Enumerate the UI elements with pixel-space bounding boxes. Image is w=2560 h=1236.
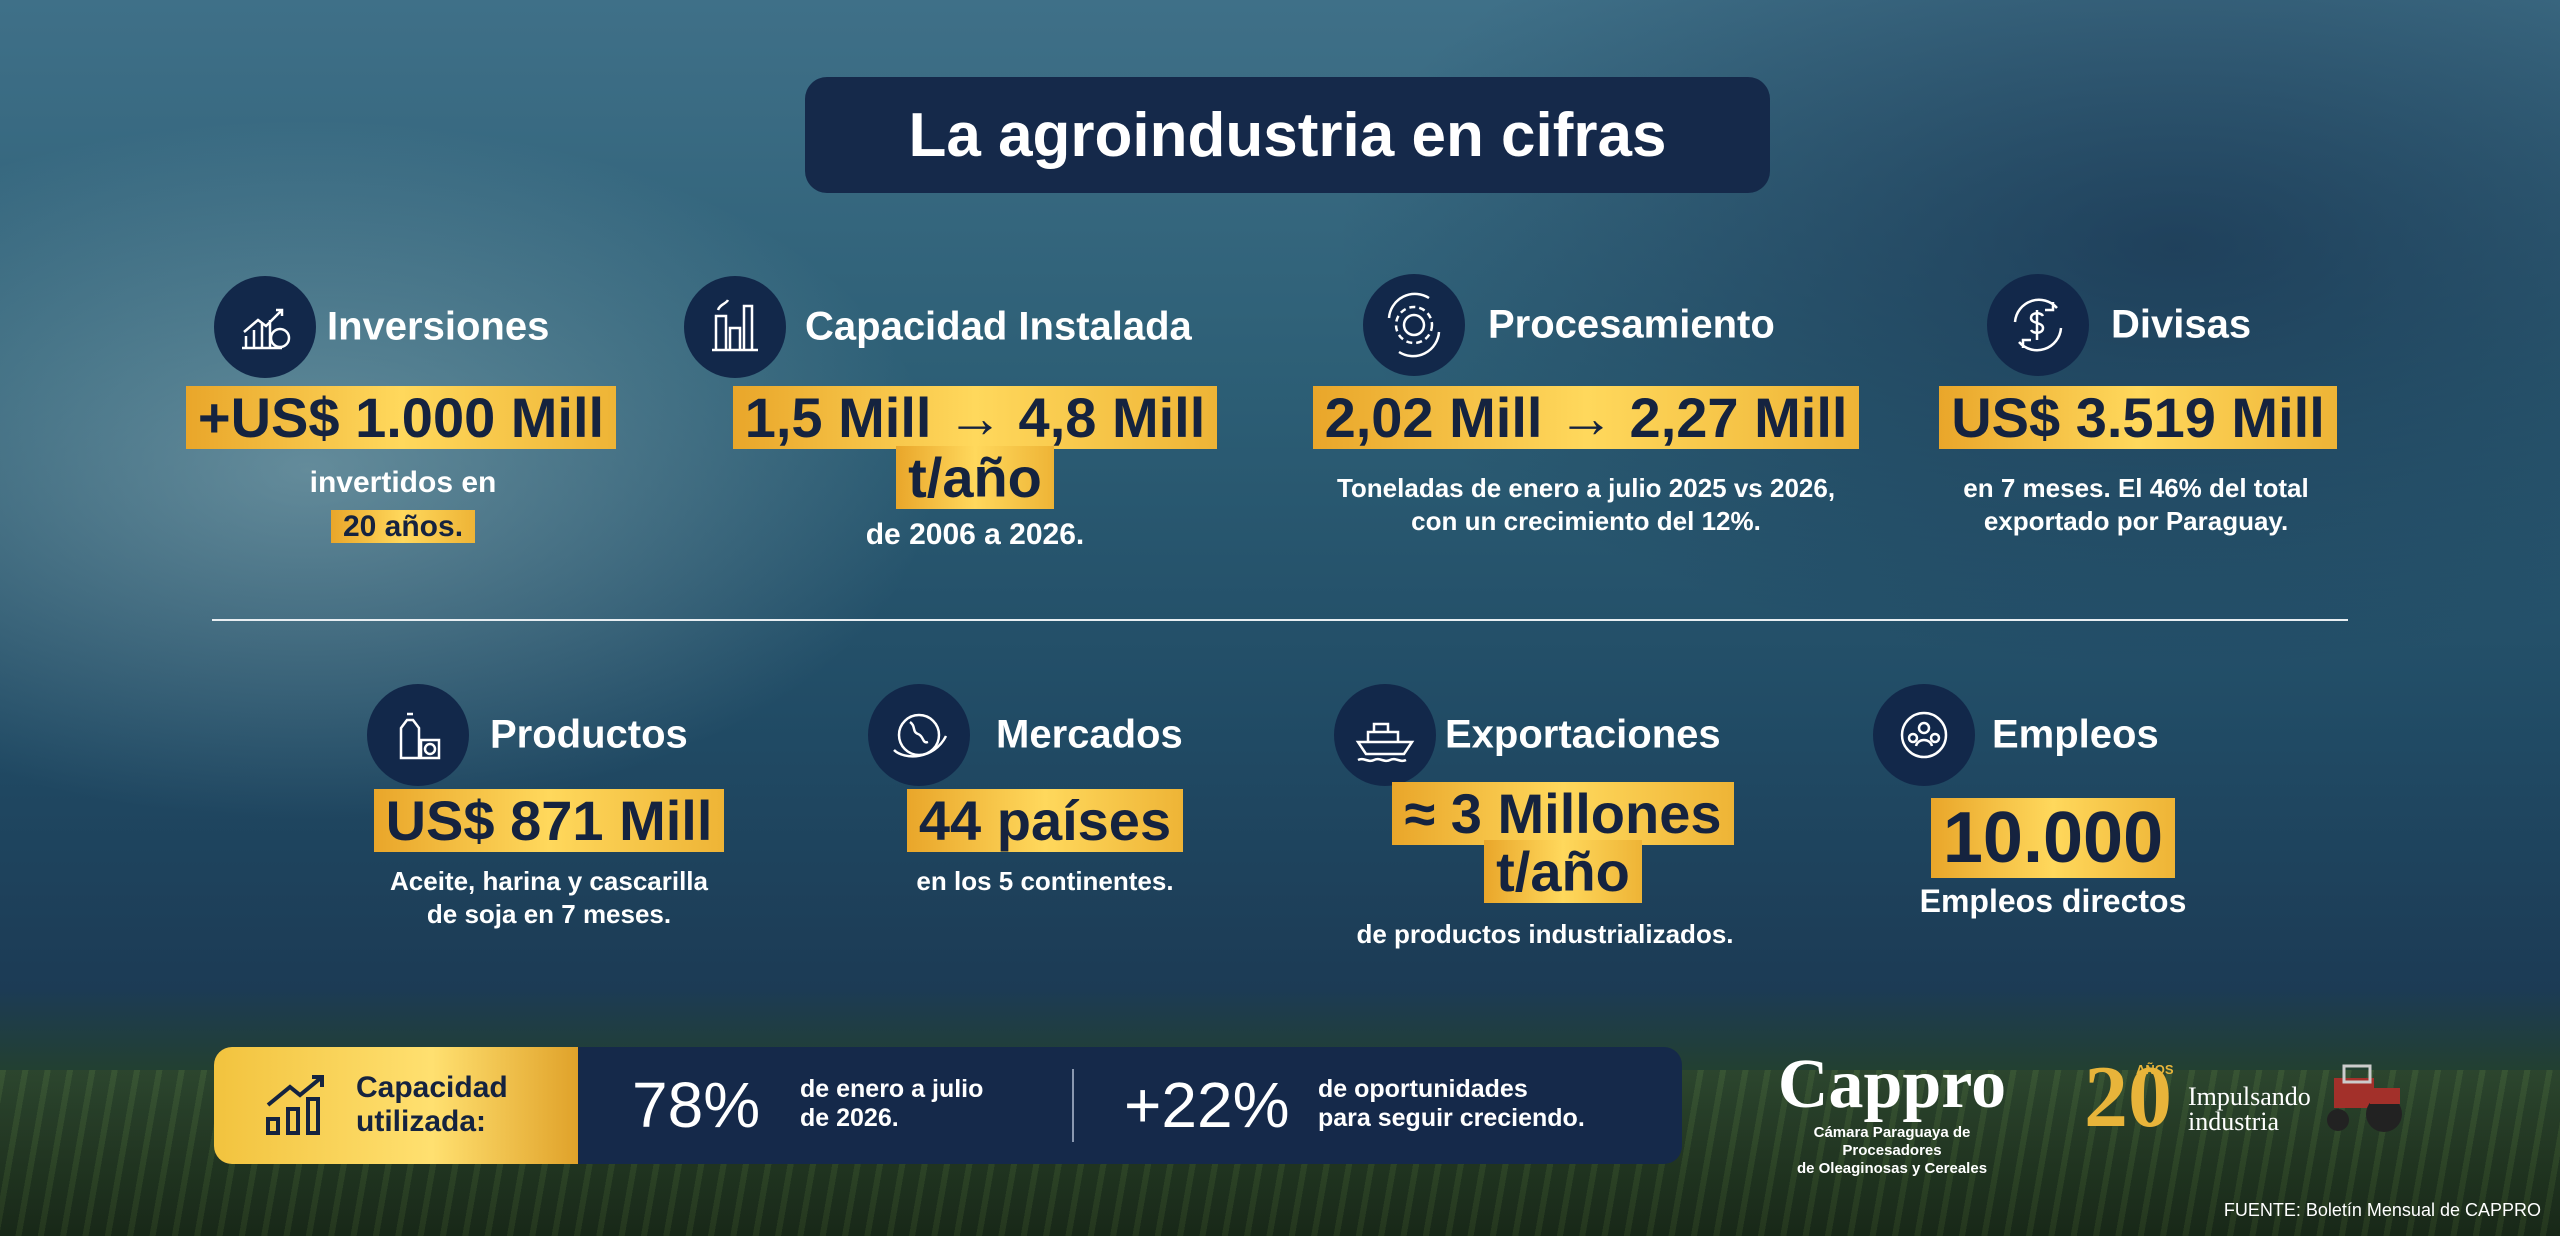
description-line: exportado por Paraguay. xyxy=(1983,506,2289,536)
value-line: 1,5 Mill → 4,8 Mill xyxy=(732,386,1218,449)
icon-graphic xyxy=(242,308,291,350)
icon-exports xyxy=(1334,684,1436,786)
text-line: de oportunidades xyxy=(1318,1075,1528,1103)
text-line: de 2026. xyxy=(800,1104,899,1132)
icon-graphic xyxy=(1900,711,1948,759)
value-line: 44 países xyxy=(906,789,1184,852)
icon-investment xyxy=(214,276,316,378)
heading: Divisas xyxy=(2111,302,2252,347)
divider xyxy=(212,619,2348,621)
icon-utilization xyxy=(266,1075,324,1135)
description-line: Toneladas de enero a julio 2025 vs 2026, xyxy=(1336,473,1836,503)
title: La agroindustria en cifras xyxy=(805,77,1770,193)
separator xyxy=(1072,1069,1074,1142)
icon-graphic xyxy=(712,299,758,352)
stat-description: de productos industrializados. xyxy=(1045,918,2045,951)
tagline-line: industria xyxy=(2188,1107,2279,1136)
description-line: 20 años. xyxy=(0,505,903,549)
icon-graphic xyxy=(2013,298,2063,352)
utilization-label-panel: Capacidad utilizada: xyxy=(214,1047,578,1164)
text-line: para seguir creciendo. xyxy=(1318,1104,1585,1132)
stat-value: US$ 871 Mill xyxy=(49,789,1049,852)
stat-value: ≈ 3 Millones t/año xyxy=(1063,782,2063,903)
icon-graphic xyxy=(399,712,441,760)
value-line: 2,02 Mill → 2,27 Mill xyxy=(1312,386,1860,449)
description-line: de productos industrializados. xyxy=(1356,919,1734,949)
stat-description: Empleos directos xyxy=(1553,882,2553,920)
logo-name: Cappro xyxy=(1777,1046,2007,1123)
value-line: US$ 3.519 Mill xyxy=(1939,386,2337,449)
stat-description: en los 5 continentes. xyxy=(545,865,1545,898)
anniversary-logo: 20 AÑOS Impulsando industria xyxy=(2084,1050,2424,1150)
utilization-label: Capacidad utilizada: xyxy=(356,1071,508,1139)
description-line: en los 5 continentes. xyxy=(916,866,1174,896)
heading: Exportaciones xyxy=(1445,712,1721,757)
utilization-figure: +22% xyxy=(1124,1069,1290,1141)
stat-description: Aceite, harina y cascarilla de soja en 7… xyxy=(49,865,1049,931)
icon-products xyxy=(367,684,469,786)
stat-description: Toneladas de enero a julio 2025 vs 2026,… xyxy=(1086,472,2086,538)
heading: Empleos xyxy=(1992,712,2159,757)
highlight: 20 años. xyxy=(330,510,476,543)
value-line: US$ 871 Mill xyxy=(373,789,725,852)
tractor-graphic xyxy=(2327,1064,2402,1132)
label-line: utilizada: xyxy=(356,1105,487,1138)
logo-subtitle: de Oleaginosas y Cereales xyxy=(1796,1160,1988,1177)
anniversary-tagline: Impulsando industria xyxy=(2188,1082,2311,1136)
utilization-text: de enero a julio de 2026. xyxy=(800,1075,983,1133)
anniversary-label: AÑOS xyxy=(2136,1062,2174,1077)
description-line: con un crecimiento del 12%. xyxy=(1411,506,1761,536)
source-note: FUENTE: Boletín Mensual de CAPPRO xyxy=(2223,1200,2541,1220)
icon-jobs xyxy=(1873,684,1975,786)
value-line-wrap: t/año xyxy=(475,446,1475,509)
stat-value: 2,02 Mill → 2,27 Mill xyxy=(1086,386,2086,449)
icon-capacity xyxy=(684,276,786,378)
icon-markets xyxy=(868,684,970,786)
anniversary-number: 20 xyxy=(2084,1049,2172,1146)
icon-processing xyxy=(1363,274,1465,376)
stat-value: 10.000 xyxy=(1553,798,2553,878)
logo-subtitle: Cámara Paraguaya de Procesadores xyxy=(1813,1124,1971,1159)
cappro-logo: Cappro Cámara Paraguaya de Procesadores … xyxy=(1762,1050,2022,1178)
icon-graphic xyxy=(893,713,948,758)
value-line: +US$ 1.000 Mill xyxy=(185,386,617,449)
value-line: ≈ 3 Millones xyxy=(1392,782,1734,845)
stat-value: 1,5 Mill → 4,8 Mill t/año xyxy=(475,386,1475,509)
value-line-wrap: ≈ 3 Millones xyxy=(1063,782,2063,845)
tagline-line: Impulsando xyxy=(2188,1082,2311,1111)
description-line: invertidos en xyxy=(309,466,497,499)
description-line: de 2006 a 2026. xyxy=(865,518,1085,551)
heading: Mercados xyxy=(996,712,1183,757)
heading: Productos xyxy=(490,712,688,757)
heading: Inversiones xyxy=(327,304,550,349)
value-line: t/año xyxy=(1484,840,1642,903)
description-line: en 7 meses. El 46% del total xyxy=(1963,473,2309,503)
stat-description: de 2006 a 2026. xyxy=(475,518,1475,551)
heading: Procesamiento xyxy=(1488,302,1775,347)
description-line: de soja en 7 meses. xyxy=(426,899,672,929)
label-line: Capacidad xyxy=(356,1071,508,1104)
utilization-figure: 78% xyxy=(632,1069,761,1141)
value-line-wrap: t/año xyxy=(1063,840,2063,903)
value-line-wrap: 1,5 Mill → 4,8 Mill xyxy=(475,386,1475,449)
icon-graphic xyxy=(1355,722,1415,763)
description-line: Aceite, harina y cascarilla xyxy=(390,866,708,896)
stat-description: en 7 meses. El 46% del total exportado p… xyxy=(1636,472,2560,538)
stat-value: 44 países xyxy=(545,789,1545,852)
text-line: de enero a julio xyxy=(800,1075,984,1103)
icon-currency xyxy=(1987,274,2089,376)
description-line: Empleos directos xyxy=(1919,883,2187,919)
heading: Capacidad Instalada xyxy=(805,304,1192,349)
stat-value: US$ 3.519 Mill xyxy=(1638,386,2560,449)
value-line: 10.000 xyxy=(1930,798,2176,878)
value-line: t/año xyxy=(896,446,1054,509)
utilization-text: de oportunidades para seguir creciendo. xyxy=(1318,1075,1585,1133)
stat-description: invertidos en 20 años. xyxy=(0,461,903,549)
icon-graphic xyxy=(1387,292,1441,358)
stat-value: +US$ 1.000 Mill xyxy=(0,386,901,449)
utilization-bar: Capacidad utilizada: 78% de enero a juli… xyxy=(214,1047,1682,1164)
